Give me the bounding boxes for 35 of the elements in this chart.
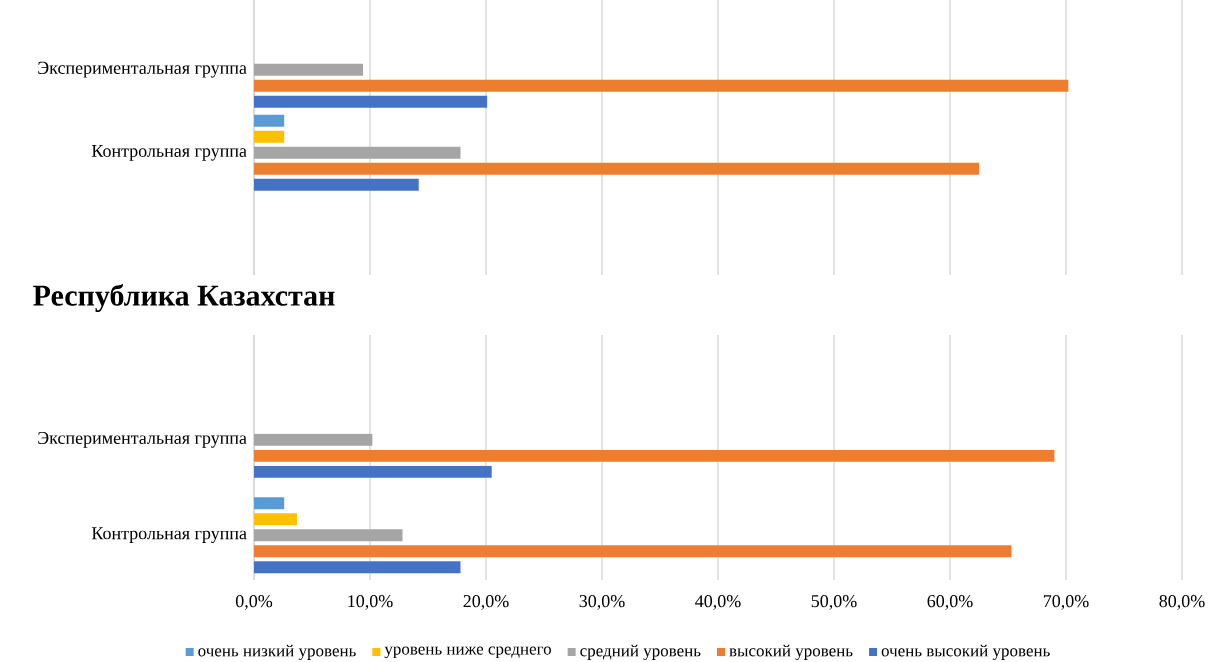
x-tick-label: 60,0%	[927, 595, 973, 610]
x-tick-label: 80,0%	[1159, 595, 1205, 610]
bar	[254, 162, 979, 175]
bar	[254, 146, 461, 159]
x-tick-label: 30,0%	[579, 595, 625, 610]
bar	[254, 449, 1055, 462]
chart-title: Республика Казахстан	[33, 284, 335, 312]
bar	[254, 561, 461, 574]
legend-label: высокий уровень	[729, 644, 853, 660]
bar	[254, 114, 285, 127]
bar	[254, 465, 492, 478]
bar	[254, 178, 419, 191]
bar	[254, 79, 1069, 92]
y-tick-label: Экспериментальная группа	[38, 431, 247, 448]
bar	[254, 433, 373, 446]
x-tick-label: 70,0%	[1043, 595, 1089, 610]
bar	[254, 497, 285, 510]
y-tick-label: Экспериментальная группа	[38, 61, 247, 78]
bar	[254, 529, 403, 542]
x-tick-label: 20,0%	[463, 595, 509, 610]
x-tick-label: 10,0%	[348, 595, 393, 610]
bar	[254, 63, 364, 76]
bar	[254, 130, 285, 143]
x-tick-label: 0,0%	[235, 595, 273, 610]
legend-label: средний уровень	[580, 644, 701, 660]
bar	[254, 513, 297, 526]
bar	[254, 545, 1012, 558]
y-tick-label: Контрольная группа	[91, 527, 247, 544]
bar	[254, 95, 488, 108]
legend-label: очень низкий уровень	[198, 644, 356, 660]
y-tick-label: Контрольная группа	[91, 145, 247, 161]
x-tick-label: 40,0%	[695, 595, 741, 610]
legend-label: уровень ниже среднего	[384, 646, 551, 659]
legend-label: очень высокий уровень	[881, 644, 1050, 660]
x-tick-label: 50,0%	[811, 595, 857, 610]
